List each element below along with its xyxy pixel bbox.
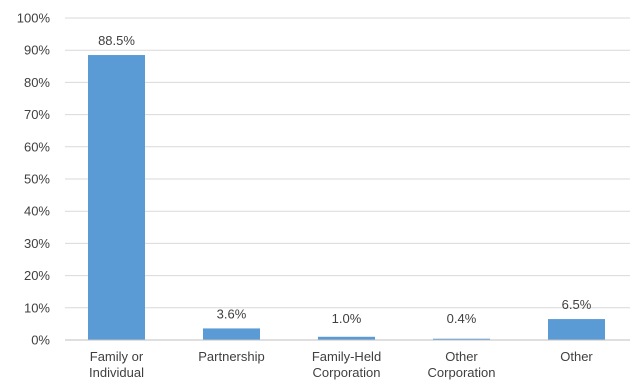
category-label: Partnership [198,349,264,364]
y-tick-label: 20% [24,268,50,283]
category-label: Family or Individual [89,349,144,380]
category-label-line: Other [560,349,593,364]
data-label: 88.5% [98,33,135,48]
y-axis-tick-labels: 0% 10% 20% 30% 40% 50% 60% 70% 80% 90% 100% [17,11,51,348]
data-label: 1.0% [332,311,362,326]
category-label-line: Partnership [198,349,264,364]
y-tick-label: 30% [24,236,50,251]
category-label-line: Individual [89,365,144,380]
data-labels: 88.5% 3.6% 1.0% 0.4% 6.5% [98,33,592,326]
y-tick-label: 80% [24,75,50,90]
category-label: Other Corporation [428,349,496,380]
category-label: Other [560,349,593,364]
category-label-line: Corporation [428,365,496,380]
gridlines [65,17,630,309]
y-tick-label: 40% [24,204,50,219]
bar [548,319,605,340]
bar [88,55,145,340]
y-tick-label: 60% [24,139,50,154]
category-label-line: Family-Held [312,349,381,364]
y-tick-label: 50% [24,172,50,187]
bar [318,336,375,340]
x-axis-category-labels: Family or Individual Partnership Family-Hel… [89,349,593,380]
y-tick-label: 10% [24,300,50,315]
data-label: 3.6% [217,306,247,321]
y-tick-label: 90% [24,43,50,58]
bars [88,55,605,340]
category-label-line: Corporation [313,365,381,380]
bar [433,338,490,340]
y-tick-label: 70% [24,107,50,122]
data-label: 0.4% [447,311,477,326]
category-label-line: Other [445,349,478,364]
y-tick-label: 0% [31,333,50,348]
category-label-line: Family or [90,349,144,364]
y-tick-label: 100% [17,11,51,26]
data-label: 6.5% [562,297,592,312]
category-label: Family-Held Corporation [312,349,381,380]
bar [203,328,260,340]
